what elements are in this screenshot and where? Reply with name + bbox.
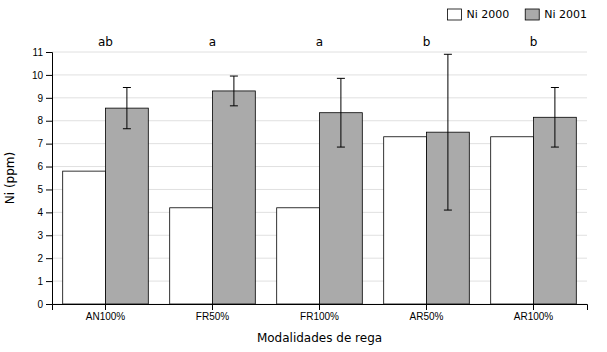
tick-mark bbox=[46, 235, 52, 236]
tick-mark bbox=[46, 212, 52, 213]
error-bar bbox=[551, 88, 559, 148]
annotation: ab bbox=[98, 35, 113, 49]
tick-mark bbox=[46, 121, 52, 122]
grid-line bbox=[52, 74, 587, 75]
tick: 3 bbox=[37, 230, 52, 241]
bar-series bbox=[106, 54, 577, 304]
tick: 5 bbox=[37, 184, 52, 195]
tick-mark bbox=[426, 304, 427, 310]
error-bar bbox=[123, 88, 131, 129]
tick-label: 3 bbox=[37, 230, 43, 241]
tick-mark bbox=[319, 304, 320, 310]
marks bbox=[63, 54, 577, 304]
x-axis-title: Modalidades de rega bbox=[257, 331, 382, 345]
x-axis: AN100% FR50% FR100% AR50% AR100% bbox=[53, 304, 588, 322]
tick: 7 bbox=[37, 138, 52, 149]
axis-line bbox=[53, 305, 588, 311]
tick-mark bbox=[46, 52, 52, 53]
tick-mark bbox=[46, 75, 52, 76]
y-axis-title: Ni (ppm) bbox=[3, 152, 17, 204]
legend-swatch bbox=[525, 9, 539, 20]
tick-label: AN100% bbox=[86, 311, 126, 322]
tick: AR100% bbox=[514, 304, 554, 322]
tick: 6 bbox=[37, 161, 52, 172]
tick-label: 7 bbox=[37, 138, 43, 149]
tick-label: 1 bbox=[37, 276, 43, 287]
y-axis: 0 1 2 3 4 5 6 7 8 9 10 11 bbox=[32, 47, 53, 310]
chart-container: 0 1 2 3 4 5 6 7 8 9 10 11 AN100% FR50% FR100% AR50% AR10… bbox=[0, 0, 607, 352]
tick-label: FR100% bbox=[300, 311, 339, 322]
tick-label: FR50% bbox=[196, 311, 229, 322]
annotation: a bbox=[316, 35, 323, 49]
grid-line bbox=[52, 97, 587, 98]
error-bar bbox=[337, 78, 345, 147]
tick-label: 0 bbox=[37, 299, 43, 310]
tick-label: 2 bbox=[37, 253, 43, 264]
tick-label: 5 bbox=[37, 184, 43, 195]
tick: AN100% bbox=[86, 304, 126, 322]
tick: FR50% bbox=[196, 304, 229, 322]
tick-mark bbox=[212, 304, 213, 310]
annotation: b bbox=[530, 35, 538, 49]
bar bbox=[277, 208, 320, 304]
tick-label: 10 bbox=[32, 70, 44, 81]
legend-label: Ni 2001 bbox=[544, 8, 587, 21]
bar bbox=[106, 108, 149, 304]
annotation: a bbox=[209, 35, 216, 49]
tick: 4 bbox=[37, 207, 52, 218]
tick-label: 8 bbox=[37, 115, 43, 126]
tick: 9 bbox=[37, 93, 52, 104]
bar bbox=[384, 137, 427, 304]
legend: Ni 2000 Ni 2001 bbox=[447, 8, 587, 21]
legend-item: Ni 2000 bbox=[447, 8, 509, 21]
tick-mark bbox=[46, 281, 52, 282]
annotation: b bbox=[423, 35, 431, 49]
error-bar-line bbox=[551, 88, 559, 148]
tick: 2 bbox=[37, 253, 52, 264]
legend-swatch bbox=[447, 9, 461, 20]
tick-mark bbox=[46, 304, 52, 305]
legend-label: Ni 2000 bbox=[466, 8, 509, 21]
error-bar bbox=[230, 76, 238, 106]
error-bar bbox=[444, 54, 452, 210]
bar bbox=[213, 91, 256, 304]
tick-label: AR50% bbox=[410, 311, 444, 322]
tick-label: AR100% bbox=[514, 311, 554, 322]
tick-mark bbox=[46, 144, 52, 145]
legend-item: Ni 2001 bbox=[525, 8, 587, 21]
plot-area: 0 1 2 3 4 5 6 7 8 9 10 11 AN100% FR50% FR100% AR50% AR10… bbox=[32, 35, 588, 322]
bar bbox=[491, 137, 534, 304]
tick: 8 bbox=[37, 115, 52, 126]
tick: 10 bbox=[32, 70, 52, 81]
tick: FR100% bbox=[300, 304, 339, 322]
axis-line bbox=[46, 53, 53, 305]
tick-mark bbox=[46, 167, 52, 168]
annotations: abaabb bbox=[98, 35, 537, 49]
error-bar-line bbox=[444, 54, 452, 210]
error-bar-line bbox=[123, 88, 131, 129]
tick-label: 9 bbox=[37, 93, 43, 104]
bar bbox=[170, 208, 213, 304]
tick-mark bbox=[46, 189, 52, 190]
tick-mark bbox=[105, 304, 106, 310]
tick: 11 bbox=[33, 47, 52, 58]
grid-line bbox=[52, 52, 587, 53]
tick-label: 6 bbox=[37, 161, 43, 172]
error-bar-line bbox=[337, 78, 345, 147]
grid bbox=[52, 52, 587, 304]
tick-label: 4 bbox=[37, 207, 43, 218]
tick: AR50% bbox=[410, 304, 444, 322]
tick-mark bbox=[46, 98, 52, 99]
tick: 0 bbox=[37, 299, 52, 310]
tick-mark bbox=[533, 304, 534, 310]
tick-label: 11 bbox=[33, 47, 44, 58]
tick: 1 bbox=[37, 276, 52, 287]
bar bbox=[63, 171, 106, 304]
chart-svg: 0 1 2 3 4 5 6 7 8 9 10 11 AN100% FR50% FR100% AR50% AR10… bbox=[0, 0, 607, 352]
tick-mark bbox=[46, 258, 52, 259]
error-bar-line bbox=[230, 76, 238, 106]
